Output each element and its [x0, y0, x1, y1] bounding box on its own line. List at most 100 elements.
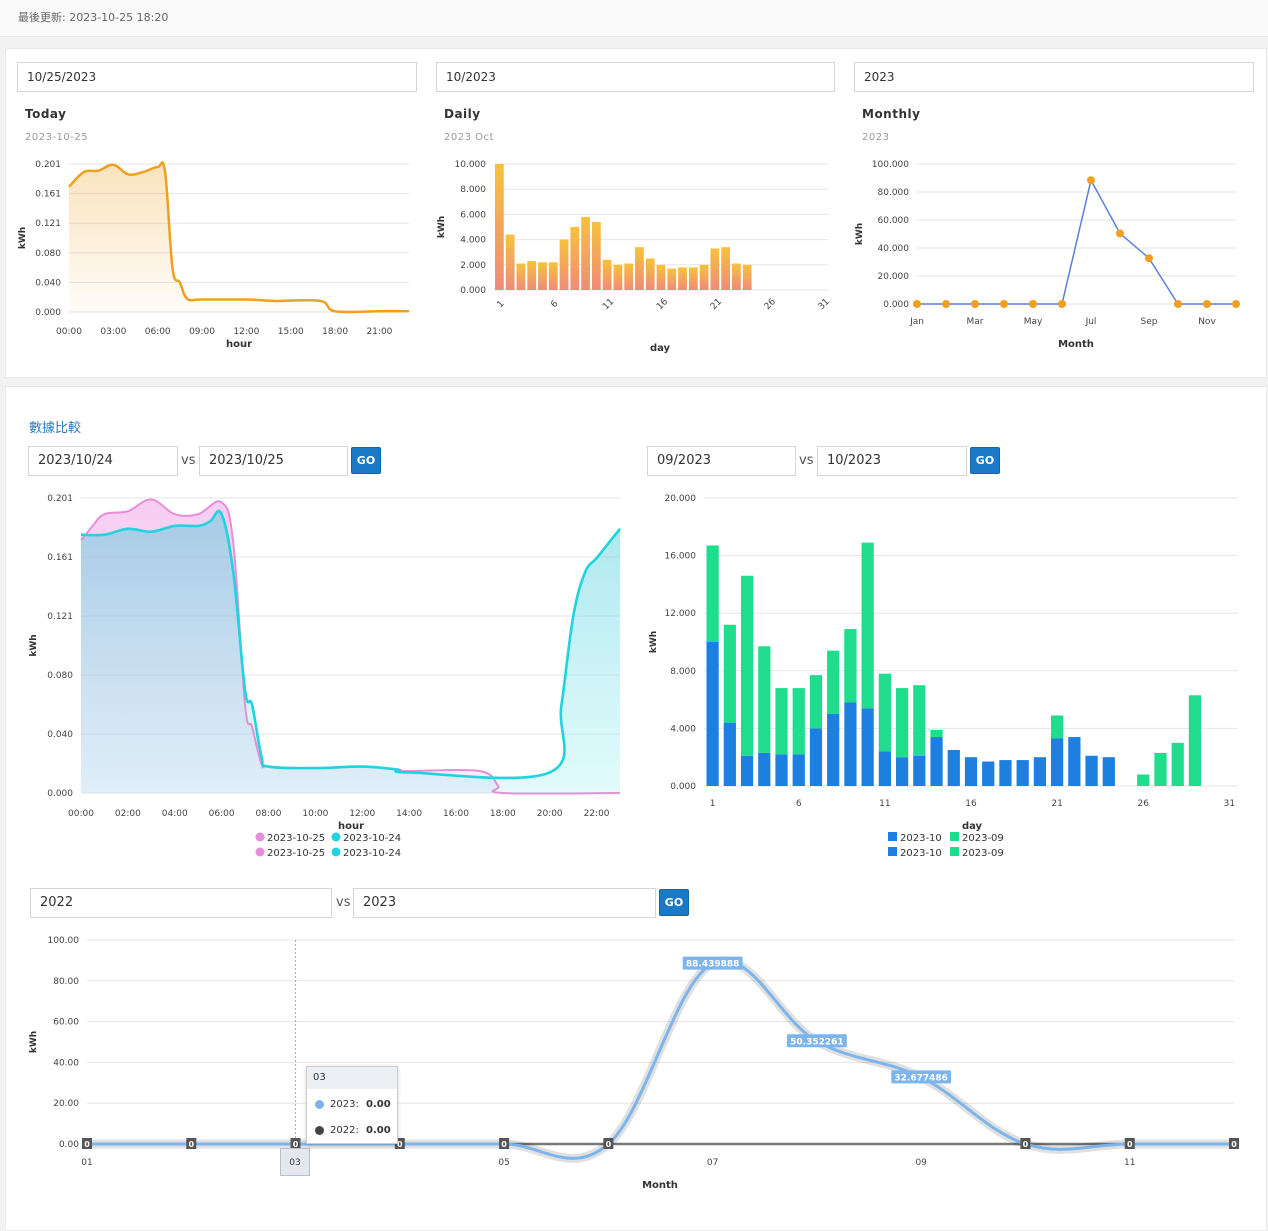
- series-area: [69, 162, 409, 313]
- compare-day-a-input[interactable]: 2023/10/24: [28, 446, 178, 476]
- x-tick-label: 14:00: [396, 809, 422, 819]
- crosshair-label: 03: [280, 1148, 310, 1176]
- bar: [913, 755, 926, 786]
- compare-month-vs-label: vs: [799, 453, 814, 468]
- bar: [827, 650, 840, 714]
- bar: [570, 227, 580, 290]
- bar: [930, 737, 943, 786]
- data-label: 0: [606, 1140, 612, 1149]
- bar: [999, 760, 1012, 786]
- bar: [613, 264, 623, 290]
- y-tick-label: 0.161: [35, 190, 61, 200]
- y-tick-label: 16.000: [665, 552, 697, 562]
- compare-month-a-input[interactable]: 09/2023: [647, 446, 796, 476]
- bar: [1137, 774, 1150, 786]
- monthly-chart: 0.000 20.000 40.000 60.000 80.000 100.000 kWh J…: [855, 160, 1240, 350]
- tooltip-series-name: 2023:: [330, 1099, 359, 1110]
- today-chart: 0.000 0.040 0.080 0.121 0.161 0.201 kWh 00:00 0…: [18, 160, 409, 350]
- bar: [947, 750, 960, 786]
- monthly-chart-subtitle: 2023: [862, 132, 890, 143]
- bar: [624, 263, 634, 290]
- bar: [1068, 737, 1081, 786]
- today-date-input[interactable]: 10/25/2023: [17, 62, 417, 92]
- bar: [710, 248, 720, 290]
- legend-marker: [888, 847, 897, 856]
- bar: [740, 755, 754, 786]
- x-tick-label: 01: [81, 1158, 92, 1168]
- x-tick-label: 09: [915, 1158, 927, 1168]
- y-tick-label: 4.000: [460, 236, 486, 246]
- y-tick-label: 100.00: [48, 936, 80, 946]
- data-point: [1087, 176, 1095, 185]
- bar: [1102, 757, 1115, 786]
- bar: [1154, 752, 1167, 786]
- x-axis-label: hour: [226, 339, 252, 350]
- x-tick-label: 12:00: [233, 327, 259, 337]
- y-tick-label: 0.000: [460, 286, 486, 296]
- tooltip-series-name: 2022:: [330, 1125, 359, 1136]
- data-point: [1116, 229, 1124, 238]
- y-tick-label: 80.000: [878, 188, 910, 198]
- legend-marker: [331, 832, 341, 842]
- x-tick-label: Mar: [967, 317, 984, 327]
- bar: [861, 542, 874, 709]
- compare-day-go-button[interactable]: GO: [351, 447, 381, 474]
- x-tick-label: 6: [549, 299, 560, 310]
- x-tick-label: 06:00: [209, 809, 235, 819]
- legend-label: 2023-09: [962, 848, 1004, 859]
- y-tick-label: 0.121: [47, 612, 73, 622]
- bar: [861, 708, 874, 786]
- data-point: [971, 300, 979, 308]
- y-axis-label: kWh: [29, 1031, 39, 1053]
- bar: [740, 575, 754, 756]
- bar: [930, 729, 943, 738]
- monthly-year-input[interactable]: 2023: [854, 62, 1254, 92]
- bar: [706, 642, 719, 786]
- legend-label: 2023-10-25: [267, 833, 325, 844]
- x-tick-label: 15:00: [278, 327, 304, 337]
- data-point: [1000, 300, 1008, 308]
- y-axis-label: kWh: [649, 631, 659, 653]
- bar: [758, 646, 771, 753]
- x-tick-label: 05: [498, 1158, 509, 1168]
- y-tick-label: 10.000: [455, 160, 487, 170]
- data-point: [1232, 300, 1240, 308]
- daily-chart-subtitle: 2023 Oct: [444, 132, 494, 143]
- y-tick-label: 80.00: [53, 977, 79, 987]
- bar: [1051, 738, 1064, 786]
- compare-month-go-button[interactable]: GO: [970, 447, 1000, 474]
- bar: [758, 752, 771, 786]
- y-tick-label: 0.00: [59, 1140, 79, 1150]
- y-axis-label: kWh: [29, 634, 39, 656]
- compare-year-a-input[interactable]: 2022: [30, 888, 332, 918]
- compare-day-b-input[interactable]: 2023/10/25: [199, 446, 348, 476]
- compare-year-b-input[interactable]: 2023: [353, 888, 656, 918]
- summary-panel: [5, 48, 1267, 378]
- y-tick-label: 0.000: [47, 789, 73, 799]
- daily-month-input[interactable]: 10/2023: [436, 62, 835, 92]
- data-label-box: [603, 1138, 614, 1149]
- compare-year-go-button[interactable]: GO: [659, 889, 689, 916]
- data-point: [1058, 300, 1066, 308]
- x-tick-label: Nov: [1198, 317, 1216, 327]
- bar: [538, 262, 547, 290]
- series-line: [68, 161, 409, 314]
- x-tick-label: 04:00: [162, 809, 188, 819]
- legend-label: 2023-10: [900, 833, 942, 844]
- x-tick-label: 21: [709, 297, 724, 312]
- x-axis-label: hour: [338, 821, 364, 832]
- x-tick-label: 16: [655, 297, 670, 312]
- data-label: 0: [1231, 1140, 1237, 1149]
- x-tick-label: 00:00: [68, 809, 94, 819]
- series-shadow: [86, 956, 1234, 1163]
- legend-label: 2023-10: [900, 848, 942, 859]
- legend-label: 2023-10-25: [267, 848, 325, 859]
- y-tick-label: 0.121: [35, 219, 61, 229]
- x-tick-label: 09:00: [189, 327, 215, 337]
- compare-month-b-input[interactable]: 10/2023: [817, 446, 967, 476]
- y-tick-label: 4.000: [670, 724, 696, 734]
- y-tick-label: 100.000: [872, 160, 909, 170]
- x-tick-label: 11: [601, 297, 616, 312]
